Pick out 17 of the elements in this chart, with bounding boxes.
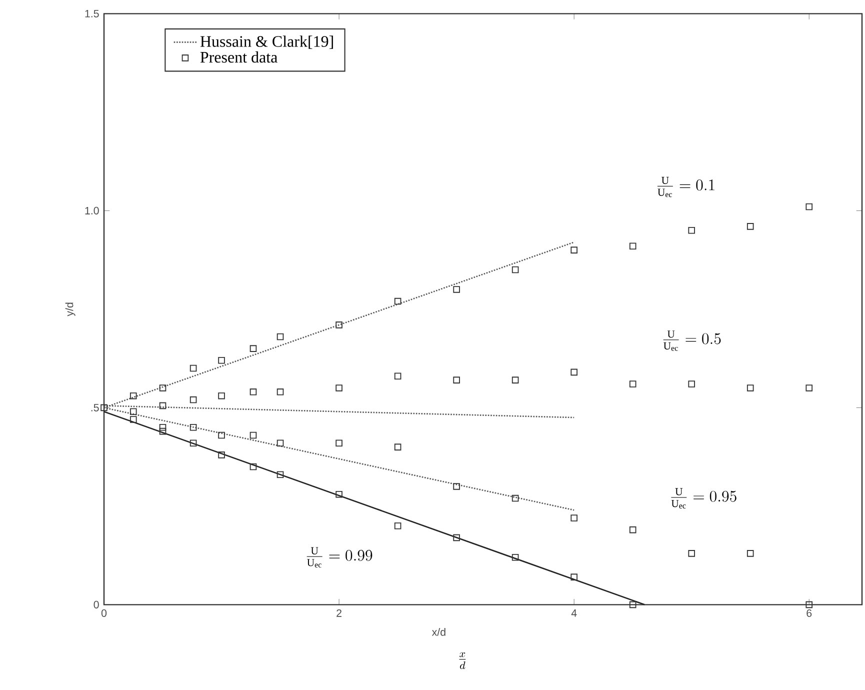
y-tick-label: 1.0 [85,206,99,214]
annotation: $\frac{\mathrm{U}}{\mathrm{U}_{\mathrm{ec}}}=0.5$ [663,330,721,351]
legend-label: Hussain & Clark[19] [200,36,333,49]
y-tick-label: 1.5 [85,10,99,18]
x-tick-label: 4 [571,609,577,617]
x-tick-label: 6 [806,609,812,617]
annotation: $\frac{\mathrm{U}}{\mathrm{U}_{\mathrm{ec}}}=0.1$ [657,176,714,198]
y-axis-title: y/d [65,302,76,316]
x-tick-label: 2 [336,609,342,617]
y-tick-label: 0 [94,600,99,608]
text: $\frac{x}{d}$ [459,652,466,669]
y-tick-label: .5 [91,404,99,412]
legend-label: Present data [200,51,278,63]
x-axis-title: x/d [432,628,446,636]
annotation: $\frac{\mathrm{U}}{\mathrm{U}_{\mathrm{ec}}}=0.99$ [306,547,372,568]
x-tick-label: 0 [101,609,107,617]
annotation: $\frac{\mathrm{U}}{\mathrm{U}_{\mathrm{ec}}}=0.95$ [671,488,736,508]
